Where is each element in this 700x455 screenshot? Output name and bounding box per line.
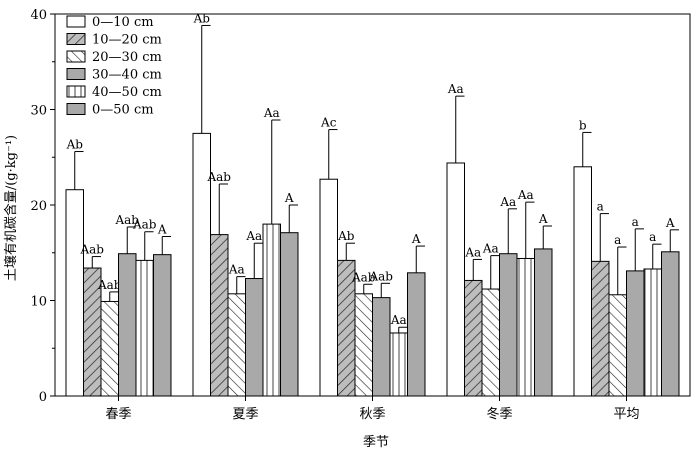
- x-tick-label: 平均: [613, 407, 639, 422]
- legend-label: 0—50 cm: [92, 103, 154, 118]
- x-axis: 春季 夏季 秋季 冬季 平均: [105, 396, 640, 422]
- significance-label: Aab: [368, 269, 393, 283]
- y-tick-label: 30: [30, 104, 47, 119]
- bar: [153, 254, 172, 397]
- bar: [464, 279, 483, 397]
- significance-label: Aa: [390, 313, 407, 327]
- significance-label: a: [632, 215, 639, 229]
- significance-label: Aab: [132, 218, 157, 232]
- x-axis-title: 季节: [363, 435, 389, 450]
- bar: [661, 251, 680, 397]
- bar: [643, 268, 662, 397]
- legend-label: 40—50 cm: [92, 85, 162, 100]
- significance-label: Aa: [228, 263, 245, 277]
- significance-label: Ab: [337, 229, 355, 243]
- significance-label: a: [614, 233, 621, 247]
- significance-label: Aa: [447, 82, 464, 96]
- bar: [407, 272, 426, 397]
- legend-swatch: [66, 85, 86, 98]
- y-tick-label: 40: [30, 8, 47, 23]
- bar: [573, 166, 592, 397]
- significance-label: Aab: [79, 243, 104, 257]
- bar: [389, 332, 408, 397]
- bar: [591, 260, 610, 397]
- bar: [319, 178, 338, 397]
- legend-label: 10—20 cm: [92, 33, 162, 48]
- significance-label: A: [665, 216, 675, 230]
- significance-label: Aa: [245, 229, 262, 243]
- significance-label: A: [157, 223, 167, 237]
- significance-label: Ac: [320, 116, 337, 130]
- bar: [481, 288, 500, 397]
- bar: [354, 293, 373, 397]
- significance-label: A: [411, 232, 421, 246]
- bar: [446, 162, 465, 397]
- bar: [210, 234, 229, 397]
- x-tick-label: 冬季: [486, 406, 512, 422]
- bar: [516, 257, 535, 397]
- bar: [280, 232, 299, 397]
- legend-swatch: [66, 103, 86, 115]
- significance-label: Ab: [193, 11, 211, 25]
- y-tick-label: 0: [39, 390, 47, 405]
- significance-label: Aab: [97, 278, 122, 292]
- bar: [100, 300, 119, 397]
- significance-label: Aa: [263, 106, 280, 120]
- significance-label: Aa: [517, 188, 534, 202]
- significance-label: b: [579, 118, 587, 132]
- significance-label: Aa: [464, 245, 481, 259]
- bar: [499, 253, 518, 397]
- significance-label: a: [597, 200, 604, 214]
- legend-label: 0—10 cm: [92, 15, 154, 30]
- x-tick-label: 夏季: [232, 407, 258, 422]
- legend-label: 20—30 cm: [92, 50, 162, 65]
- legend-swatch: [66, 15, 86, 28]
- significance-label: Aab: [206, 170, 231, 184]
- significance-label: Aab: [114, 213, 139, 227]
- bar: [262, 223, 281, 397]
- bar: [245, 278, 264, 397]
- significance-label: Aab: [351, 270, 376, 284]
- y-axis-title: 土壤有机碳含量/(g·kg⁻¹): [3, 135, 19, 281]
- legend-swatch: [66, 68, 86, 80]
- legend-label: 30—40 cm: [92, 68, 162, 83]
- legend: 0—10 cm 10—20 cm 20—30 cm 30—40 cm 40—50 cm 0…: [66, 15, 162, 118]
- legend-swatch: [66, 50, 86, 63]
- bar: [372, 297, 391, 397]
- bar: [118, 253, 137, 397]
- y-axis: 0 10 20 30 40: [30, 8, 55, 405]
- bar: [65, 189, 84, 397]
- bar: [135, 259, 154, 397]
- bar: [626, 270, 645, 397]
- legend-swatch: [66, 33, 86, 45]
- bar: [608, 294, 627, 397]
- significance-label: A: [538, 212, 548, 226]
- x-tick-label: 秋季: [359, 407, 385, 422]
- x-tick-label: 春季: [105, 407, 131, 422]
- bar: [227, 293, 246, 397]
- significance-label: Ab: [66, 138, 84, 152]
- y-tick-label: 20: [30, 199, 47, 214]
- significance-label: Aa: [482, 242, 499, 256]
- significance-label: A: [284, 191, 294, 205]
- y-tick-label: 10: [30, 295, 47, 310]
- significance-label: a: [649, 230, 656, 244]
- bar: [534, 248, 553, 397]
- significance-label: Aa: [499, 195, 516, 209]
